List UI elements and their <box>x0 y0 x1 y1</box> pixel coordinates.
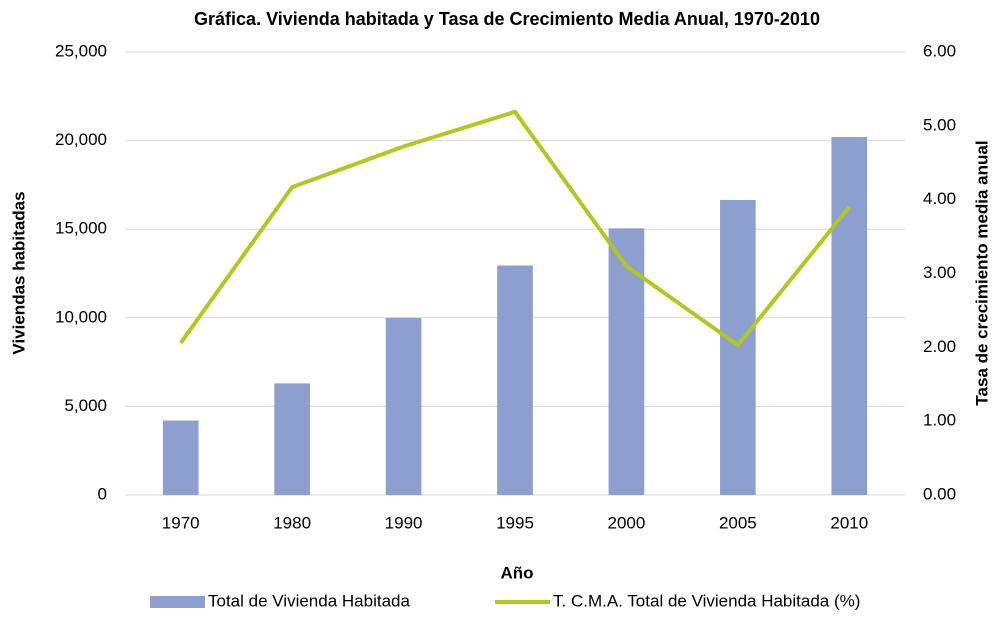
x-axis-label: Año <box>500 563 533 582</box>
legend-swatch <box>150 596 205 608</box>
y2-tick-label: 4.00 <box>923 189 956 208</box>
y2-tick-label: 0.00 <box>923 484 956 503</box>
legend-label: T. C.M.A. Total de Vivienda Habitada (%) <box>553 591 860 610</box>
bar <box>497 265 533 495</box>
bar <box>385 317 422 495</box>
y2-tick-label: 2.00 <box>923 337 956 356</box>
x-tick-label: 1990 <box>385 513 423 532</box>
x-tick-label: 1980 <box>273 513 311 532</box>
x-tick-label: 2005 <box>719 513 757 532</box>
x-tick-label: 1970 <box>162 513 200 532</box>
bar <box>720 199 756 495</box>
y2-tick-label: 3.00 <box>923 263 956 282</box>
y-tick-label: 10,000 <box>55 307 107 326</box>
chart-title: Gráfica. Vivienda habitada y Tasa de Cre… <box>194 9 820 29</box>
y-tick-label: 25,000 <box>55 41 107 60</box>
x-tick-label: 2010 <box>830 513 868 532</box>
legend-label: Total de Vivienda Habitada <box>208 591 410 610</box>
y-tick-label: 20,000 <box>55 130 107 149</box>
bar <box>274 383 310 495</box>
y-tick-label: 5,000 <box>64 396 107 415</box>
y2-tick-label: 5.00 <box>923 115 956 134</box>
line <box>179 109 851 348</box>
y-tick-label: 15,000 <box>55 219 107 238</box>
x-tick-label: 1995 <box>496 513 534 532</box>
y-axis-label: Viviendas habitadas <box>9 191 28 354</box>
y2-axis-label: Tasa de crecimiento media anual <box>972 140 991 405</box>
y-tick-label: 0 <box>98 484 107 503</box>
bar <box>831 137 868 495</box>
bar <box>162 420 199 495</box>
x-tick-label: 2000 <box>608 513 646 532</box>
y2-tick-label: 1.00 <box>923 411 956 430</box>
y2-tick-label: 6.00 <box>923 41 956 60</box>
